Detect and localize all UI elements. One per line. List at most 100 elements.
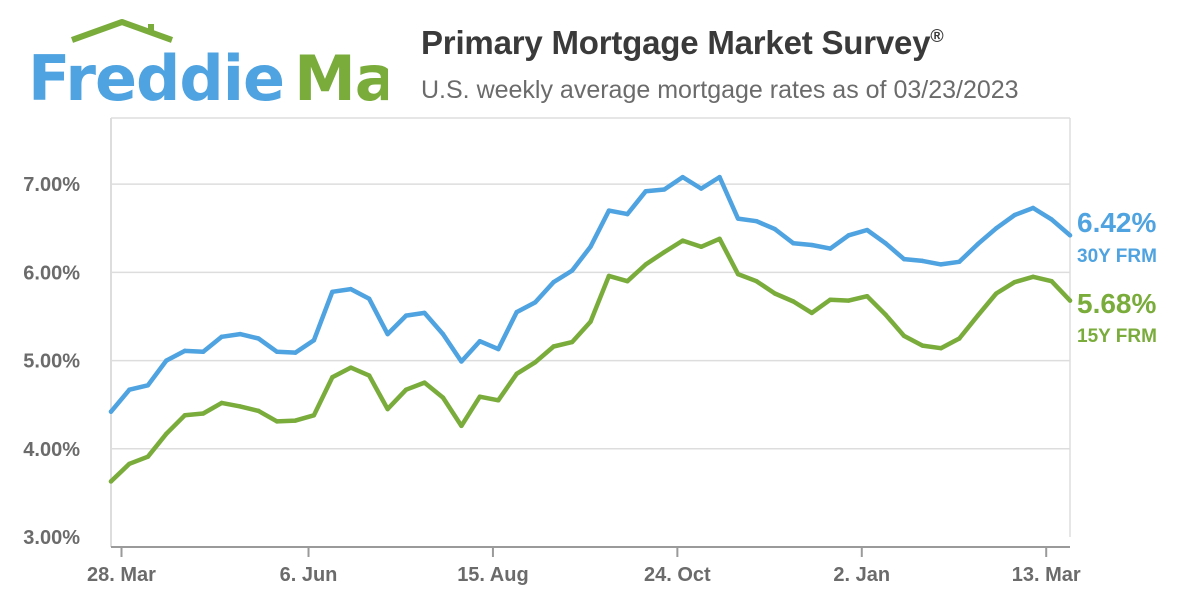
data-point: [754, 219, 759, 224]
end-value-label: 6.42%: [1077, 207, 1156, 238]
data-point: [237, 404, 243, 409]
data-point: [975, 313, 980, 318]
data-point: [256, 336, 261, 341]
data-point: [551, 279, 556, 285]
data-point: [920, 343, 925, 348]
data-point: [846, 233, 851, 238]
data-point: [440, 331, 446, 337]
x-tick-label: 2. Jan: [833, 564, 890, 586]
data-point: [717, 174, 722, 180]
data-point: [957, 259, 962, 264]
logo-text: FreddieMac: [28, 42, 388, 108]
data-point: [164, 431, 169, 436]
data-point: [496, 346, 501, 352]
data-point: [348, 286, 353, 292]
data-point: [274, 349, 280, 354]
data-point: [772, 226, 778, 232]
data-point: [772, 291, 778, 296]
data-point: [828, 297, 833, 302]
data-point: [1049, 278, 1054, 284]
data-point: [201, 349, 206, 354]
data-point: [588, 319, 593, 324]
data-point: [938, 346, 944, 351]
data-point: [385, 331, 390, 337]
data-point: [532, 300, 538, 305]
data-point: [201, 411, 206, 416]
data-point: [108, 409, 114, 414]
data-point: [735, 271, 741, 277]
data-point: [606, 273, 612, 279]
data-point: [108, 479, 114, 484]
data-point: [569, 339, 575, 345]
data-point: [330, 375, 335, 380]
title-text: Primary Mortgage Market Survey: [421, 24, 931, 61]
house-roof-icon: [70, 19, 174, 43]
data-point: [1067, 233, 1073, 238]
x-tick-label: 13. Mar: [1012, 564, 1081, 586]
data-point: [127, 387, 132, 392]
freddie-mac-logo-graphic: FreddieMac: [28, 19, 432, 115]
data-point: [422, 310, 427, 316]
data-point: [237, 331, 243, 337]
data-point: [256, 408, 261, 414]
series-line-30y-frm: [108, 174, 1073, 414]
data-point: [477, 394, 483, 399]
data-point: [514, 371, 519, 377]
data-point: [311, 413, 317, 418]
data-point: [1012, 212, 1017, 218]
y-tick-label: 4.00%: [23, 439, 80, 461]
page-title: Primary Mortgage Market Survey®: [421, 24, 944, 62]
series-lines: [108, 174, 1073, 484]
x-axis-labels: 28. Mar 6. Jun 15. Aug 24. Oct 2. Jan 13. Mar: [87, 564, 1081, 586]
logo-word-freddie: Freddie: [28, 42, 284, 108]
data-point: [809, 310, 815, 316]
data-point: [403, 387, 409, 392]
data-point: [920, 258, 925, 264]
data-point: [864, 293, 870, 299]
x-tick-label: 15. Aug: [457, 564, 529, 586]
x-tick-label: 6. Jun: [280, 564, 338, 586]
data-point: [1012, 279, 1017, 285]
data-point: [440, 395, 446, 400]
data-point: [1049, 217, 1054, 222]
data-point: [735, 216, 741, 221]
end-labels: 6.42% 30Y FRM 5.68% 15Y FRM: [1077, 207, 1157, 347]
data-point: [791, 241, 796, 246]
data-point: [883, 241, 888, 246]
x-tick-label: 24. Oct: [644, 564, 711, 586]
data-point: [901, 256, 907, 262]
data-point: [569, 268, 575, 273]
data-point: [422, 380, 427, 385]
data-point: [883, 312, 888, 317]
data-point: [662, 249, 667, 255]
data-point: [791, 299, 796, 304]
data-point: [680, 174, 685, 180]
data-point: [219, 334, 224, 339]
data-point: [182, 348, 187, 354]
data-point: [698, 186, 704, 191]
data-point: [293, 350, 298, 355]
data-point: [145, 383, 151, 388]
data-point: [846, 298, 851, 303]
y-tick-label: 5.00%: [23, 351, 80, 373]
end-value-label: 5.68%: [1077, 288, 1156, 319]
data-point: [643, 189, 649, 194]
data-point: [403, 313, 409, 318]
data-point: [348, 365, 353, 370]
y-tick-label: 3.00%: [23, 527, 80, 549]
data-point: [496, 398, 501, 403]
data-point: [385, 406, 390, 412]
data-point: [938, 262, 944, 267]
data-point: [975, 241, 980, 247]
data-point: [901, 333, 907, 339]
data-point: [330, 289, 335, 294]
data-point: [643, 262, 649, 267]
data-point: [145, 454, 151, 459]
data-point: [477, 338, 483, 344]
data-point: [366, 296, 372, 302]
data-point: [864, 227, 870, 233]
data-point: [680, 238, 685, 243]
data-point: [366, 373, 372, 378]
data-point: [698, 244, 704, 249]
data-point: [662, 187, 667, 192]
